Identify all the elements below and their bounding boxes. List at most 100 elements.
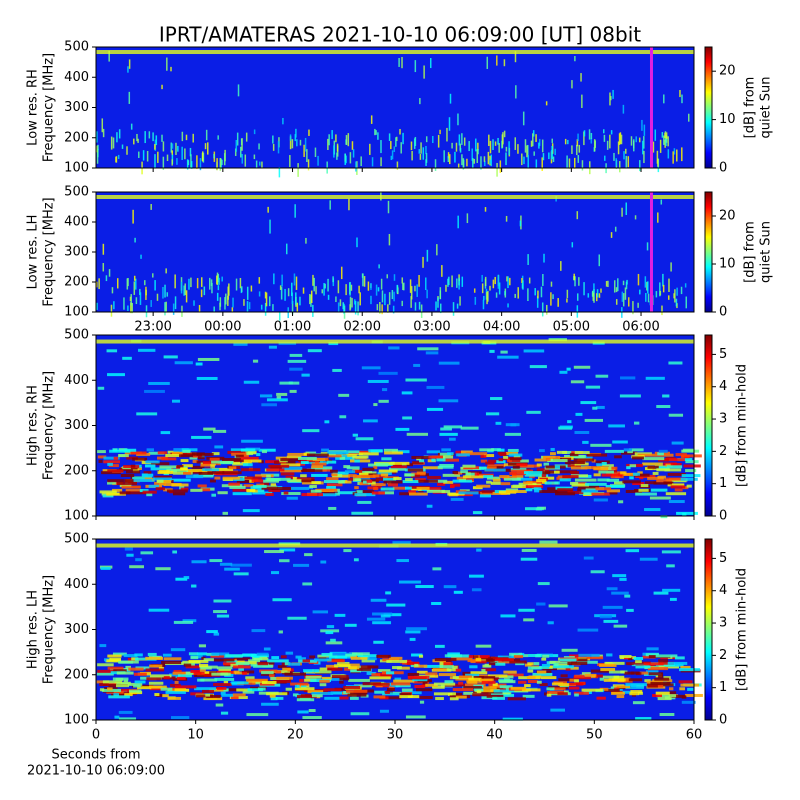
heatmap-texture [311,473,328,477]
heatmap-texture [654,129,657,141]
heatmap-texture [606,653,613,657]
heatmap-texture [121,485,141,489]
heatmap-texture [546,687,555,691]
heatmap-texture [167,489,188,493]
heatmap-texture [181,305,183,317]
heatmap-texture [498,143,500,153]
heatmap-texture [514,137,517,150]
heatmap-texture [332,675,349,679]
heatmap-texture [322,468,332,472]
heatmap-texture [106,492,126,496]
y-tick-label: 400 [64,577,89,592]
heatmap-texture [211,652,230,656]
heatmap-texture [379,709,389,713]
heatmap-texture [590,138,593,144]
heatmap-texture [192,459,199,463]
heatmap-texture [458,280,460,290]
heatmap-texture [339,677,350,681]
heatmap-texture [131,657,139,661]
heatmap-texture [380,157,382,167]
heatmap-texture [405,478,413,482]
heatmap-texture [576,660,598,664]
heatmap-texture [162,287,164,299]
heatmap-texture [217,686,227,690]
heatmap-texture [685,469,697,473]
heatmap-texture [269,219,271,234]
heatmap-texture [686,484,692,488]
heatmap-texture [647,684,658,688]
heatmap-texture [584,418,604,422]
heatmap-texture [127,305,129,311]
y-tick-label: 500 [64,328,89,343]
heatmap-texture [141,473,148,477]
heatmap-texture [230,563,252,567]
heatmap-texture [463,691,481,695]
heatmap-texture [328,134,330,146]
heatmap-texture [527,288,529,302]
heatmap-texture [121,682,143,686]
heatmap-texture [525,507,544,511]
heatmap-texture [452,302,455,316]
heatmap-texture [227,450,246,454]
heatmap-texture [474,296,477,305]
heatmap-texture [610,475,624,479]
heatmap-texture [128,667,144,671]
heatmap-texture [679,687,686,691]
heatmap-texture [243,459,262,463]
heatmap-texture [222,511,228,515]
heatmap-texture [494,141,497,146]
heatmap-texture [210,279,213,287]
heatmap-texture [146,677,162,681]
heatmap-texture [329,655,348,659]
heatmap-texture [110,136,113,150]
heatmap-texture [328,342,339,346]
heatmap-texture [495,292,498,298]
heatmap-texture [402,416,412,420]
heatmap-texture [130,464,136,468]
heatmap-texture [458,675,473,679]
heatmap-texture [632,472,640,476]
heatmap-texture [181,131,184,142]
heatmap-texture [188,278,190,290]
heatmap-texture [287,288,290,297]
heatmap-texture [283,491,289,495]
heatmap-texture [111,287,114,294]
heatmap-texture [413,363,421,367]
heatmap-texture [569,481,579,485]
heatmap-texture [177,674,192,678]
heatmap-texture [521,688,541,692]
heatmap-texture [630,671,640,675]
heatmap-texture [359,472,369,476]
heatmap-texture [199,668,206,672]
heatmap-texture [211,467,234,471]
heatmap-texture [102,243,105,255]
heatmap-texture [124,479,134,483]
heatmap-texture [241,439,263,443]
heatmap-texture [296,698,315,702]
heatmap-texture [176,676,186,680]
heatmap-texture [287,359,307,363]
heatmap-texture [289,136,292,150]
heatmap-texture [536,479,547,483]
heatmap-texture [443,662,453,666]
heatmap-texture [150,300,152,307]
heatmap-texture [372,621,392,625]
heatmap-texture [425,683,438,687]
heatmap-texture [287,452,309,456]
heatmap-texture [348,678,370,682]
heatmap-texture [241,286,243,293]
heatmap-texture [576,211,579,220]
heatmap-texture [126,456,138,460]
heatmap-texture [349,652,370,656]
heatmap-texture [452,665,458,669]
heatmap-texture [441,490,451,494]
heatmap-texture [539,449,545,453]
heatmap-texture [639,671,649,675]
heatmap-texture [166,292,169,297]
heatmap-texture [480,156,482,170]
heatmap-texture [509,471,527,475]
colorbar-tick-label: 0 [719,713,727,728]
heatmap-texture [231,452,248,456]
heatmap-texture [553,663,559,667]
heatmap-texture [172,492,186,496]
